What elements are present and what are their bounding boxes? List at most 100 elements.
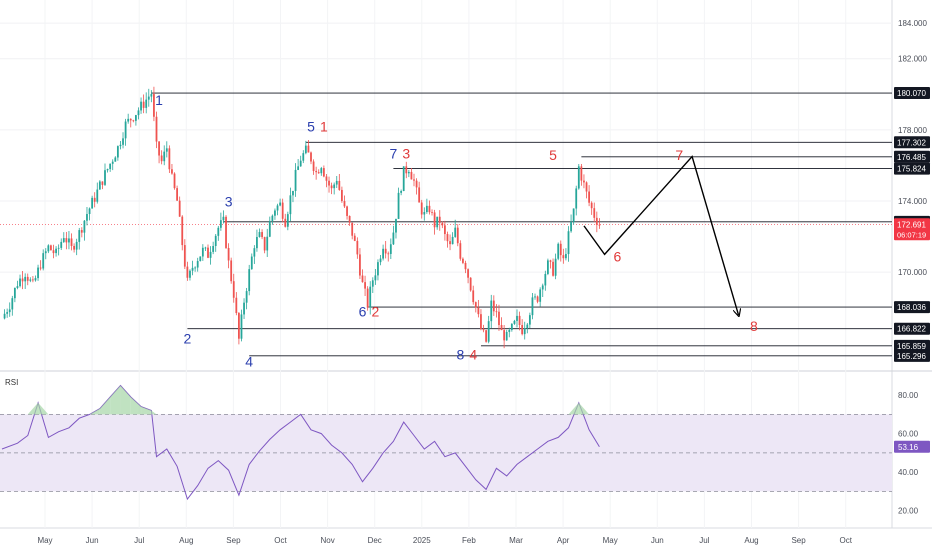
rsi-overbought-fill (568, 402, 579, 415)
candle-body (135, 115, 137, 121)
candle-body (498, 311, 500, 326)
candle-body (436, 216, 439, 228)
candle-body (284, 218, 287, 227)
candle-body (518, 315, 521, 325)
time-axis-label: Mar (509, 536, 523, 545)
candle-body (235, 297, 238, 314)
wave-label: 2 (371, 304, 379, 320)
candle-body (104, 170, 106, 185)
candle-body (207, 247, 209, 258)
candle-body (248, 269, 251, 292)
candle-body (438, 216, 441, 223)
candle-body (201, 247, 204, 257)
candle-body (160, 155, 163, 162)
candle-body (549, 260, 552, 262)
candle-body (127, 118, 130, 122)
candle-body (116, 146, 119, 158)
time-axis-label: May (603, 536, 618, 545)
candle-body (222, 216, 225, 221)
candle-body (348, 215, 351, 223)
candle-body (528, 315, 531, 325)
candle-body (505, 331, 508, 341)
time-axis[interactable]: May Jun Jul Aug Sep Oct Nov Dec 2025 Feb Mar Apr May… (37, 536, 852, 545)
candle-body (78, 230, 81, 242)
candle-body (420, 202, 423, 215)
candles (3, 86, 601, 349)
current-price-label: 172.691 (897, 220, 926, 229)
candle-body (312, 161, 315, 171)
candle-body (199, 256, 202, 262)
candle-body (500, 325, 503, 331)
candle-body (492, 300, 495, 312)
rsi-overbought-fill (38, 402, 49, 415)
candle-body (214, 235, 217, 247)
candle-body (165, 148, 168, 152)
candle-body (523, 328, 526, 335)
candle-body (109, 163, 112, 170)
candle-body (68, 238, 70, 243)
candle-body (565, 254, 567, 259)
candle-body (315, 170, 318, 173)
candle-body (559, 243, 562, 256)
wave-label: 4 (469, 346, 477, 362)
candle-body (449, 241, 451, 245)
candle-body (186, 266, 189, 278)
candle-body (171, 169, 173, 174)
candle-body (536, 296, 539, 302)
candle-body (297, 166, 300, 170)
level-tag (894, 301, 930, 314)
candle-body (366, 288, 369, 308)
wave-label: 8 (750, 318, 758, 334)
level-tag (894, 150, 930, 163)
price-tick-label: 184.000 (898, 19, 927, 28)
rsi-overbought-fill (151, 410, 157, 415)
candle-body (371, 280, 374, 287)
candle-body (554, 258, 557, 276)
candle-body (585, 182, 588, 192)
candle-body (454, 227, 457, 237)
price-scale[interactable]: 184.000 182.000 178.000 174.000 170.000 80.00… (894, 19, 930, 516)
wave-label: 3 (225, 193, 233, 209)
candle-body (271, 215, 274, 221)
candle-body (196, 261, 199, 268)
candle-body (3, 313, 6, 319)
candle-body (44, 251, 47, 254)
wave-label: 7 (675, 147, 683, 163)
candle-body (111, 161, 114, 164)
candle-body (230, 260, 233, 282)
candle-body (294, 169, 297, 191)
candle-body (557, 243, 560, 259)
rsi-tick-label: 60.00 (898, 430, 919, 439)
candle-body (16, 286, 19, 288)
rsi-overbought-fill (141, 406, 152, 415)
level-label: 166.822 (897, 325, 926, 334)
candle-body (238, 313, 240, 339)
wave-label: 1 (155, 92, 163, 108)
candle-body (510, 323, 513, 330)
candle-body (98, 181, 101, 190)
current-price-tag (894, 218, 930, 241)
time-axis-label: Feb (462, 536, 476, 545)
projection-path (583, 155, 739, 315)
candle-body (52, 250, 55, 254)
time-axis-label: Aug (179, 536, 193, 545)
rsi-pane[interactable]: RSI (0, 378, 892, 501)
candle-body (129, 118, 132, 121)
price-tick-label: 182.000 (898, 55, 927, 64)
candle-body (384, 248, 387, 254)
candle-body (194, 267, 197, 269)
price-tick-label: 174.000 (898, 197, 927, 206)
candle-body (575, 188, 578, 209)
level-label: 176.485 (897, 153, 926, 162)
rsi-value-tag (894, 440, 930, 453)
candle-body (351, 222, 354, 236)
rsi-overbought-fill (130, 397, 142, 415)
candle-body (245, 291, 248, 303)
candle-body (286, 214, 289, 227)
wave-label: 3 (402, 145, 410, 161)
candle-body (256, 236, 258, 249)
candle-body (50, 245, 52, 251)
level-label: 165.296 (897, 352, 926, 361)
